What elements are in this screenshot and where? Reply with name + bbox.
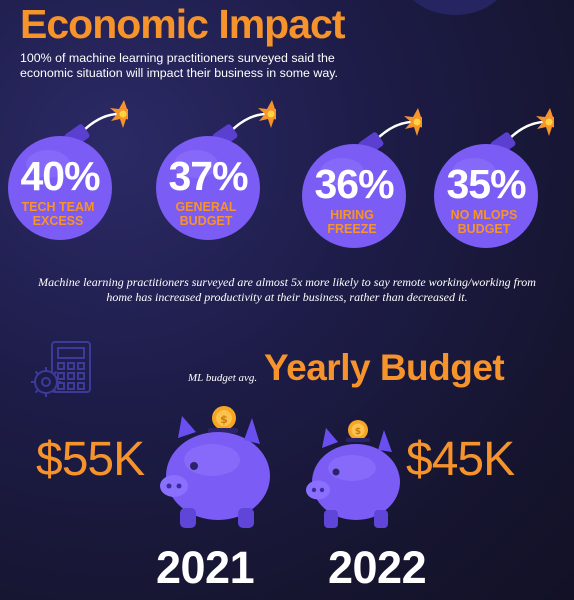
impact-percent: 35%: [446, 161, 526, 207]
impact-label: TECH TEAM EXCESS: [21, 200, 95, 228]
bomb-icon: [434, 108, 554, 248]
year-label-2021: 2021: [156, 542, 255, 593]
bomb-icon: [8, 100, 128, 240]
budget-amount-2021: $55K: [36, 433, 145, 486]
piggy-bank-icon: $: [306, 420, 400, 528]
impact-label: HIRING FREEZE: [327, 208, 377, 236]
spark-icon: [404, 108, 422, 136]
impact-label: GENERAL BUDGET: [175, 200, 237, 228]
calculator-icon: [31, 341, 91, 397]
coin-icon: $: [348, 420, 368, 440]
year-label-2022: 2022: [328, 542, 427, 593]
impact-item-tech-team-excess: 40% TECH TEAM EXCESS: [4, 96, 128, 244]
impact-percent: 40%: [20, 153, 100, 199]
impact-item-hiring-freeze: 36% HIRING FREEZE: [298, 104, 422, 252]
impact-percent: 37%: [168, 153, 248, 199]
decorative-planet: [400, 0, 510, 15]
svg-text:$: $: [355, 427, 361, 437]
svg-text:$: $: [220, 413, 228, 426]
budget-amount-2022: $45K: [406, 433, 515, 486]
gear-icon: [31, 367, 61, 397]
coin-icon: $: [212, 406, 236, 430]
impact-item-general-budget: 37% GENERAL BUDGET: [152, 96, 276, 244]
bomb-icon: [302, 108, 422, 248]
spark-icon: [258, 100, 276, 128]
bomb-icon: [156, 100, 276, 240]
budget-note: ML budget avg.: [188, 372, 258, 384]
spark-icon: [536, 108, 554, 136]
remote-work-note: Machine learning practitioners surveyed …: [38, 275, 536, 304]
page-subtitle: 100% of machine learning practitioners s…: [20, 51, 338, 80]
spark-icon: [110, 100, 128, 128]
impact-item-no-mlops-budget: 35% NO MLOPS BUDGET: [430, 104, 554, 252]
page-title: Economic Impact: [20, 1, 345, 47]
budget-title: Yearly Budget: [264, 347, 505, 388]
impact-percent: 36%: [314, 161, 394, 207]
piggy-bank-icon: $: [160, 406, 270, 528]
impact-label: NO MLOPS BUDGET: [450, 208, 518, 236]
